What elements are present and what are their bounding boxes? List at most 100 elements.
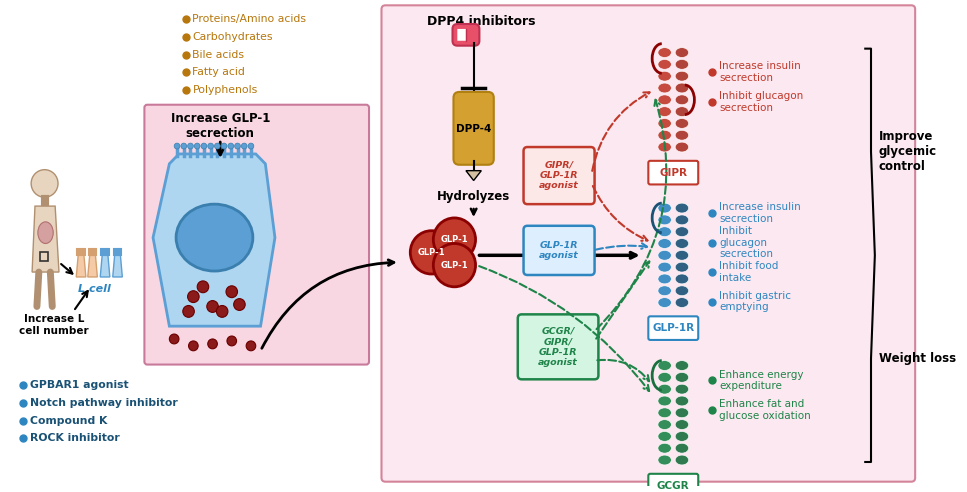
- Ellipse shape: [675, 431, 689, 441]
- Ellipse shape: [658, 431, 671, 441]
- FancyBboxPatch shape: [382, 5, 915, 482]
- Circle shape: [247, 341, 255, 351]
- Text: GCGR: GCGR: [657, 481, 689, 491]
- Ellipse shape: [658, 239, 671, 248]
- Ellipse shape: [38, 222, 53, 244]
- Circle shape: [226, 286, 238, 298]
- Ellipse shape: [658, 455, 671, 465]
- Polygon shape: [76, 255, 86, 277]
- Ellipse shape: [658, 286, 671, 296]
- Text: Notch pathway inhibitor: Notch pathway inhibitor: [30, 398, 178, 408]
- Text: GLP-1: GLP-1: [418, 248, 445, 257]
- Text: Increase insulin
secrection: Increase insulin secrection: [719, 202, 801, 224]
- FancyBboxPatch shape: [453, 24, 480, 46]
- Text: GPBAR1 agonist: GPBAR1 agonist: [30, 380, 129, 390]
- Ellipse shape: [658, 215, 671, 225]
- Text: Bile acids: Bile acids: [192, 50, 245, 60]
- Text: Proteins/Amino acids: Proteins/Amino acids: [192, 14, 307, 24]
- FancyBboxPatch shape: [454, 92, 494, 165]
- Circle shape: [217, 306, 228, 317]
- Circle shape: [234, 299, 246, 310]
- Text: Compound K: Compound K: [30, 416, 107, 426]
- FancyBboxPatch shape: [144, 105, 369, 365]
- Text: Enhance fat and
glucose oxidation: Enhance fat and glucose oxidation: [719, 399, 811, 421]
- Circle shape: [215, 143, 220, 149]
- FancyBboxPatch shape: [517, 314, 599, 379]
- Circle shape: [169, 334, 179, 344]
- Ellipse shape: [675, 119, 689, 128]
- Ellipse shape: [675, 239, 689, 248]
- Ellipse shape: [176, 204, 252, 271]
- Text: GCGR/
GIPR/
GLP-1R
agonist: GCGR/ GIPR/ GLP-1R agonist: [539, 327, 578, 367]
- Circle shape: [189, 341, 198, 351]
- Ellipse shape: [675, 286, 689, 296]
- Ellipse shape: [675, 83, 689, 93]
- Ellipse shape: [675, 372, 689, 382]
- Text: Inhibit food
intake: Inhibit food intake: [719, 261, 778, 283]
- Circle shape: [197, 281, 209, 293]
- Text: ROCK inhibitor: ROCK inhibitor: [30, 433, 120, 443]
- Circle shape: [242, 143, 248, 149]
- Circle shape: [207, 301, 219, 312]
- Circle shape: [183, 306, 194, 317]
- Text: Increase insulin
secrection: Increase insulin secrection: [719, 62, 801, 83]
- Circle shape: [188, 291, 199, 303]
- Ellipse shape: [658, 142, 671, 152]
- Text: GIPR/
GLP-1R
agonist: GIPR/ GLP-1R agonist: [540, 161, 579, 190]
- Ellipse shape: [658, 361, 671, 370]
- Ellipse shape: [675, 142, 689, 152]
- FancyBboxPatch shape: [523, 147, 595, 204]
- Ellipse shape: [658, 227, 671, 237]
- Text: GLP-1: GLP-1: [441, 235, 468, 244]
- Ellipse shape: [675, 361, 689, 370]
- Circle shape: [227, 336, 237, 346]
- Ellipse shape: [658, 60, 671, 69]
- Ellipse shape: [658, 95, 671, 105]
- Circle shape: [433, 244, 476, 287]
- Ellipse shape: [658, 384, 671, 394]
- Text: DPP-4: DPP-4: [456, 124, 491, 134]
- Polygon shape: [88, 255, 98, 277]
- Ellipse shape: [658, 443, 671, 453]
- FancyBboxPatch shape: [648, 474, 698, 492]
- Text: Carbohydrates: Carbohydrates: [192, 32, 273, 42]
- Text: Improve
glycemic
control: Improve glycemic control: [879, 130, 937, 174]
- Polygon shape: [32, 206, 59, 272]
- Ellipse shape: [675, 215, 689, 225]
- Circle shape: [208, 339, 218, 349]
- Ellipse shape: [675, 298, 689, 308]
- Ellipse shape: [675, 60, 689, 69]
- Polygon shape: [153, 154, 275, 326]
- Ellipse shape: [658, 203, 671, 213]
- Ellipse shape: [658, 262, 671, 272]
- Ellipse shape: [658, 107, 671, 117]
- Ellipse shape: [675, 227, 689, 237]
- Text: Inhibit glucagon
secrection: Inhibit glucagon secrection: [719, 91, 804, 113]
- Ellipse shape: [675, 443, 689, 453]
- Polygon shape: [101, 255, 110, 277]
- Text: Fatty acid: Fatty acid: [192, 67, 246, 77]
- Ellipse shape: [675, 262, 689, 272]
- Text: GLP-1: GLP-1: [441, 261, 468, 270]
- Text: GIPR: GIPR: [659, 168, 688, 178]
- Ellipse shape: [658, 372, 671, 382]
- Circle shape: [31, 170, 58, 197]
- Ellipse shape: [675, 250, 689, 260]
- Ellipse shape: [675, 130, 689, 140]
- Circle shape: [249, 143, 253, 149]
- Ellipse shape: [675, 274, 689, 284]
- Polygon shape: [466, 171, 482, 181]
- Circle shape: [201, 143, 207, 149]
- Circle shape: [410, 231, 453, 274]
- Text: GLP-1R: GLP-1R: [652, 323, 694, 333]
- Ellipse shape: [658, 298, 671, 308]
- Polygon shape: [113, 255, 123, 277]
- Ellipse shape: [675, 396, 689, 406]
- Ellipse shape: [658, 408, 671, 418]
- Text: Polyphenols: Polyphenols: [192, 85, 257, 95]
- FancyBboxPatch shape: [457, 29, 466, 41]
- Ellipse shape: [675, 71, 689, 81]
- Text: Increase L
cell number: Increase L cell number: [19, 314, 89, 336]
- Ellipse shape: [675, 203, 689, 213]
- Ellipse shape: [658, 396, 671, 406]
